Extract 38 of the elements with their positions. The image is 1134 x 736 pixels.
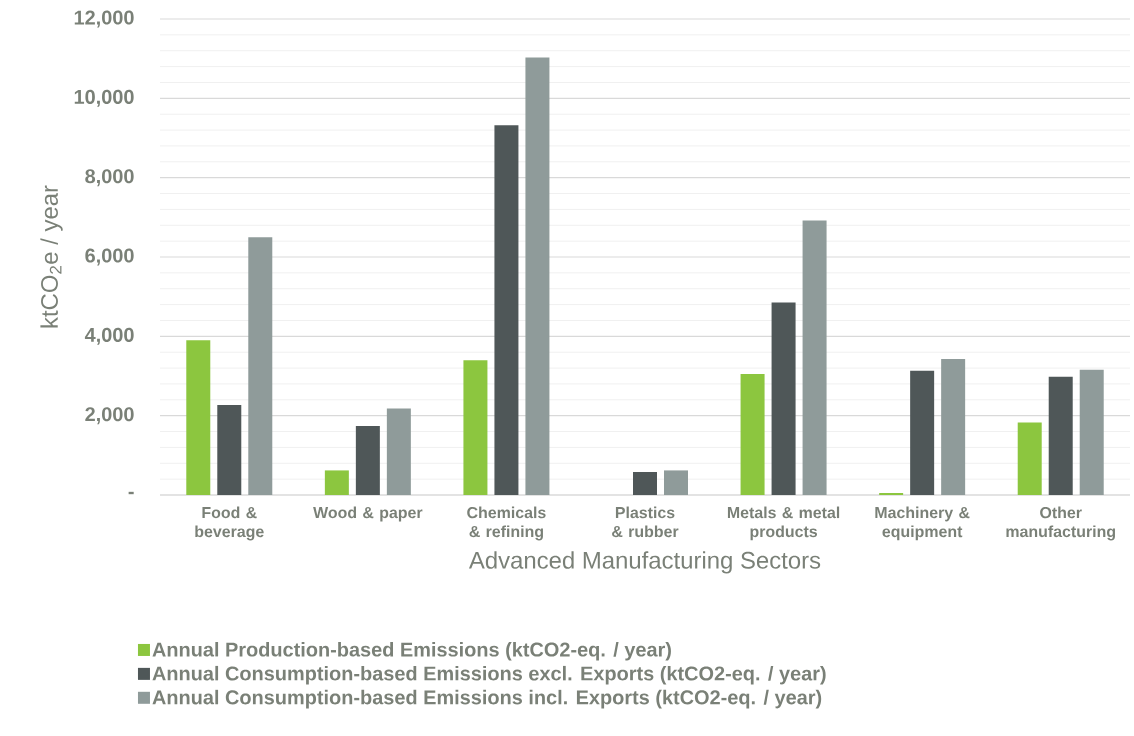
bar: [386, 408, 411, 495]
y-axis-title: ktCO$_{2}$e / year: [40, 185, 63, 328]
x-tick-label: Machinery & equipment: [875, 506, 970, 541]
bar: [910, 370, 935, 495]
x-tick-label: Food & beverage: [195, 506, 264, 541]
bar: [494, 125, 519, 495]
x-tick-label: Chemicals & refining: [467, 506, 546, 541]
bar: [1017, 422, 1042, 495]
bar: [1048, 376, 1073, 495]
y-tick-label: 6,000: [85, 248, 134, 266]
y-tick-label: 10,000: [74, 89, 134, 107]
y-tick-label: 8,000: [85, 169, 134, 187]
y-tick-label: 4,000: [84, 327, 134, 345]
x-tick-label: Other manufacturing: [1006, 506, 1115, 541]
legend-label: Annual Production-based Emissions (ktCO2-eq. / year): [152, 641, 671, 661]
bar: [771, 302, 796, 495]
y-tick-label: 12,000: [74, 10, 134, 28]
x-tick-label: Wood & paper: [313, 506, 423, 522]
bar: [941, 358, 966, 495]
x-axis-title: Advanced Manufacturing Sectors: [468, 551, 821, 574]
bar: [740, 374, 765, 495]
bar: [217, 404, 242, 495]
bar: [248, 237, 273, 495]
bar: [355, 425, 380, 495]
bar: [463, 360, 488, 495]
bar: [324, 470, 349, 495]
bar: [633, 472, 657, 495]
x-tick-label: Plastics & rubber: [612, 506, 679, 538]
bar: [1079, 369, 1104, 495]
bar: [664, 470, 688, 495]
bar: [802, 220, 827, 495]
legend-label: Annual Consumption-based Emissions excl. Exports (ktCO2-eq. / year): [152, 665, 826, 685]
y-tick-label: -: [128, 491, 134, 495]
legend-label: Annual Consumption-based Emissions incl. Exports (ktCO2-eq. / year): [152, 689, 822, 709]
x-tick-label: Metals & metal products: [727, 506, 840, 541]
bar: [525, 57, 550, 495]
y-tick-label: 2,000: [85, 407, 134, 425]
bar: [186, 340, 211, 495]
